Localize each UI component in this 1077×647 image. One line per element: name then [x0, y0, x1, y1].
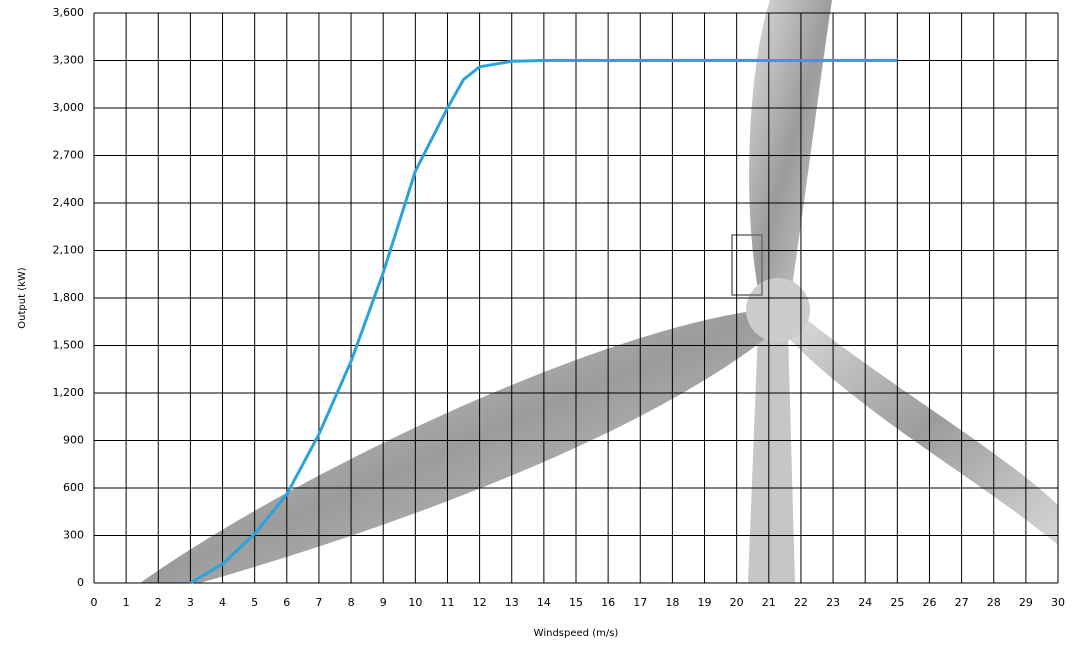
- x-tick-label: 8: [348, 596, 355, 609]
- y-tick-label: 3,000: [53, 101, 85, 114]
- y-tick-label: 1,800: [53, 291, 85, 304]
- x-tick-label: 4: [219, 596, 226, 609]
- y-tick-label: 300: [63, 529, 84, 542]
- power-curve: [189, 59, 898, 585]
- y-tick-label: 3,300: [53, 54, 85, 67]
- x-tick-label: 17: [633, 596, 647, 609]
- x-tick-label: 13: [505, 596, 519, 609]
- x-tick-label: 2: [155, 596, 162, 609]
- x-tick-label: 26: [922, 596, 936, 609]
- x-tick-label: 16: [601, 596, 615, 609]
- x-tick-label: 21: [762, 596, 776, 609]
- x-tick-label: 12: [473, 596, 487, 609]
- x-tick-label: 0: [91, 596, 98, 609]
- x-tick-label: 3: [187, 596, 194, 609]
- y-tick-label: 1,500: [53, 339, 85, 352]
- y-tick-label: 2,100: [53, 244, 85, 257]
- x-axis-label: Windspeed (m/s): [534, 628, 619, 639]
- y-tick-label: 1,200: [53, 386, 85, 399]
- turbine-background: [140, 0, 1058, 583]
- x-tick-label: 14: [537, 596, 551, 609]
- x-tick-label: 7: [315, 596, 322, 609]
- x-tick-label: 18: [665, 596, 679, 609]
- y-tick-label: 2,400: [53, 196, 85, 209]
- x-tick-label: 22: [794, 596, 808, 609]
- x-tick-label: 15: [569, 596, 583, 609]
- y-tick-label: 2,700: [53, 149, 85, 162]
- x-tick-label: 10: [408, 596, 422, 609]
- y-tick-label: 3,600: [53, 6, 85, 19]
- x-tick-label: 20: [730, 596, 744, 609]
- x-tick-label: 29: [1019, 596, 1033, 609]
- x-tick-label: 1: [123, 596, 130, 609]
- x-tick-label: 25: [890, 596, 904, 609]
- x-tick-label: 28: [987, 596, 1001, 609]
- x-tick-label: 6: [283, 596, 290, 609]
- y-tick-label: 900: [63, 434, 84, 447]
- x-tick-label: 30: [1051, 596, 1065, 609]
- x-tick-label: 27: [955, 596, 969, 609]
- y-tick-label: 0: [77, 576, 84, 589]
- x-tick-label: 24: [858, 596, 872, 609]
- x-tick-label: 9: [380, 596, 387, 609]
- x-tick-label: 23: [826, 596, 840, 609]
- x-tick-label: 11: [440, 596, 454, 609]
- x-tick-label: 5: [251, 596, 258, 609]
- y-axis-label: Output (kW): [17, 267, 28, 328]
- x-tick-label: 19: [698, 596, 712, 609]
- y-tick-label: 600: [63, 481, 84, 494]
